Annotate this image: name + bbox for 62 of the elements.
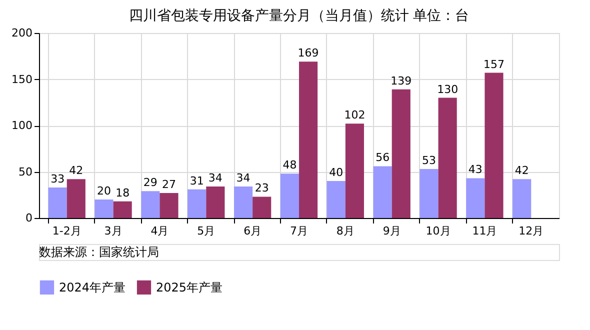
data-label: 18	[116, 186, 130, 200]
y-tick-label: 200	[12, 26, 32, 40]
bar	[392, 89, 410, 218]
legend-label: 2025年产量	[156, 280, 223, 294]
bar	[420, 168, 438, 218]
data-label: 53	[422, 154, 436, 167]
data-label: 102	[344, 108, 366, 122]
data-label: 48	[282, 158, 297, 172]
x-tick-label: 11月	[472, 224, 498, 238]
bar	[160, 193, 178, 218]
bar	[94, 200, 114, 218]
data-label: 27	[162, 178, 176, 192]
x-tick-label: 5月	[197, 224, 216, 238]
data-label: 23	[254, 182, 269, 195]
bar	[299, 62, 318, 218]
bar	[234, 186, 253, 218]
legend-label: 2024年产量	[59, 280, 126, 294]
data-label: 31	[190, 174, 204, 188]
bar	[206, 186, 225, 218]
bar	[512, 179, 532, 218]
data-label: 40	[329, 166, 344, 179]
x-tick-label: 6月	[244, 224, 262, 238]
bar	[484, 72, 504, 218]
data-label: 42	[69, 164, 84, 178]
data-label: 169	[298, 46, 319, 60]
x-tick-label: 1-2月	[52, 224, 82, 238]
x-tick-label: 10月	[426, 224, 451, 238]
bar	[345, 124, 364, 218]
y-tick-label: 50	[18, 165, 32, 178]
bar	[252, 196, 272, 218]
bar	[373, 166, 392, 218]
x-tick-label: 12月	[518, 224, 544, 238]
bar	[188, 189, 206, 218]
x-tick-label: 9月	[382, 224, 401, 238]
chart-title: 四川省包装专用设备产量分月（当月值）统计 单位：台	[128, 8, 470, 24]
x-tick-label: 7月	[290, 224, 308, 238]
bar	[438, 98, 457, 218]
data-label: 34	[236, 172, 250, 185]
bar	[48, 187, 67, 218]
data-label: 157	[484, 58, 504, 71]
x-tick-label: 4月	[150, 224, 169, 238]
y-tick-label: 150	[12, 72, 32, 86]
bar	[141, 191, 160, 218]
x-tick-label: 3月	[104, 224, 122, 238]
bar	[280, 174, 299, 218]
y-tick-label: 0	[26, 212, 32, 224]
data-label: 43	[468, 163, 482, 176]
data-label: 139	[390, 74, 412, 88]
bar	[326, 181, 346, 218]
data-label: 20	[97, 184, 111, 198]
data-label: 130	[437, 82, 458, 96]
bar	[113, 201, 132, 218]
bar	[466, 178, 485, 218]
data-label: 42	[514, 164, 529, 178]
source-note: 数据来源：国家统计局	[39, 245, 159, 259]
y-tick-label: 100	[12, 119, 32, 132]
bar	[66, 179, 86, 218]
data-label: 56	[376, 151, 390, 164]
data-label: 33	[50, 172, 65, 186]
data-label: 34	[208, 172, 222, 185]
x-tick-label: 8月	[336, 224, 354, 238]
data-label: 29	[143, 176, 158, 190]
